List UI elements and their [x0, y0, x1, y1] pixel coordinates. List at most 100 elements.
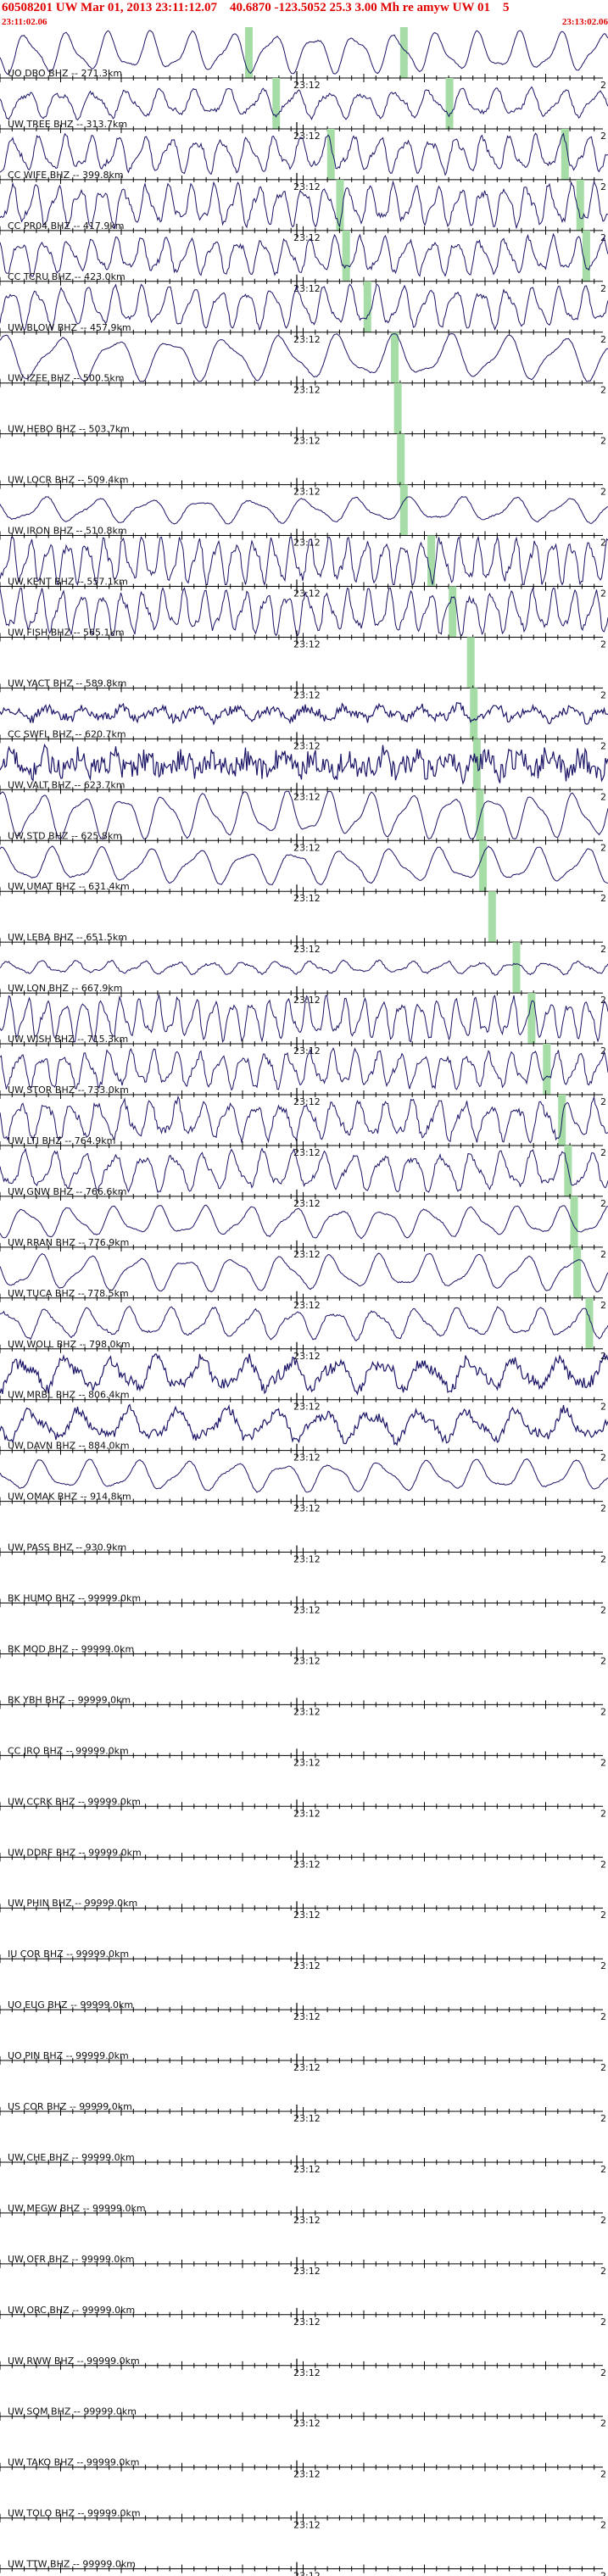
end-tick-label: 2 — [600, 131, 606, 142]
station-label: UW KENT BHZ -- 557.1km — [8, 577, 128, 588]
end-tick-label: 2 — [600, 1554, 606, 1565]
station-label: CC TCRU BHZ -- 423.0km — [8, 271, 126, 282]
trace-row: 23:12 2 UW IRON BHZ -- 510.8km — [0, 484, 608, 549]
pick-marker — [342, 230, 350, 282]
trace-row: 23:12 2 UW CHE BHZ -- 99999.0km — [0, 2152, 606, 2175]
minute-tick-label: 23:12 — [293, 181, 321, 192]
minute-tick-label: 23:12 — [293, 1045, 321, 1057]
minute-tick-label: 23:12 — [293, 334, 321, 345]
trace-row: 23:12 2 UW ORC BHZ -- 99999.0km — [0, 2305, 606, 2328]
minute-tick-label: 23:12 — [293, 2367, 321, 2378]
station-label: UW WOLL BHZ -- 798.0km — [8, 1339, 131, 1350]
end-tick-label: 2 — [600, 588, 606, 599]
trace-row: 23:12 2 BK YBH BHZ -- 99999.0km — [0, 1694, 606, 1717]
pick-marker — [512, 942, 521, 994]
pick-marker — [445, 77, 454, 129]
trace-row: 23:12 2 UW DDRF BHZ -- 99999.0km — [0, 1847, 606, 1870]
trace-row: 23:12 2 UW PASS BHZ -- 930.9km — [0, 1542, 606, 1565]
minute-tick-label: 23:12 — [293, 232, 321, 243]
minute-tick-label: 23:12 — [293, 2418, 321, 2429]
minute-tick-label: 23:12 — [293, 2317, 321, 2328]
waveform-line — [0, 845, 608, 885]
end-tick-label: 2 — [600, 1096, 606, 1107]
pick-marker — [272, 77, 281, 129]
pick-marker — [585, 1297, 594, 1349]
end-tick-label: 2 — [600, 2113, 606, 2124]
waveform-line — [0, 1403, 608, 1447]
minute-tick-label: 23:12 — [293, 283, 321, 294]
minute-tick-label: 23:12 — [293, 1096, 321, 1107]
station-label: UW TOLO BHZ -- 99999.0km — [8, 2508, 141, 2519]
station-label: UW LOCR BHZ -- 509.4km — [8, 475, 129, 486]
end-tick-label: 2 — [600, 1452, 606, 1464]
end-tick-label: 2 — [600, 1910, 606, 1921]
minute-tick-label: 23:12 — [293, 538, 321, 549]
station-label: CC JRO BHZ -- 99999.0km — [8, 1745, 129, 1756]
minute-tick-label: 23:12 — [293, 2113, 321, 2124]
station-label: UW HEBO BHZ -- 503.7km — [8, 424, 130, 435]
pick-marker — [561, 128, 569, 180]
end-tick-label: 2 — [600, 1605, 606, 1616]
minute-tick-label: 23:12 — [293, 1147, 321, 1158]
station-label: CC SWFL BHZ -- 620.7km — [8, 728, 126, 739]
trace-row: 23:12 2 UW LOCR BHZ -- 509.4km — [0, 433, 606, 498]
station-label: UW CHE BHZ -- 99999.0km — [8, 2152, 135, 2163]
station-label: UW STOR BHZ -- 733.0km — [8, 1084, 129, 1096]
station-label: UW DDRF BHZ -- 99999.0km — [8, 1847, 142, 1858]
trace-row: 23:12 2 UO EUG BHZ -- 99999.0km — [0, 1999, 606, 2022]
end-tick-label: 2 — [600, 1503, 606, 1514]
station-label: BK MOD BHZ -- 99999.0km — [8, 1643, 134, 1654]
pick-marker — [479, 840, 488, 892]
waveform-line — [0, 1352, 608, 1396]
trace-row: 23:12 2 UW TUCA BHZ -- 778.5km — [0, 1246, 608, 1311]
station-label: UO EUG BHZ -- 99999.0km — [8, 1999, 133, 2010]
minute-tick-label: 23:12 — [293, 1910, 321, 1921]
station-label: UW TUCA BHZ -- 778.5km — [8, 1288, 129, 1299]
station-label: UW IRON BHZ -- 510.8km — [8, 526, 127, 537]
end-tick-label: 2 — [600, 1402, 606, 1413]
pick-marker — [466, 637, 475, 689]
minute-tick-label: 23:12 — [293, 1351, 321, 1362]
waveform-line — [0, 1147, 608, 1193]
station-label: UO PIN BHZ -- 99999.0km — [8, 2050, 129, 2061]
end-tick-label: 2 — [600, 2011, 606, 2022]
pick-marker — [582, 230, 590, 282]
trace-row: 23:12 2 UW DAVN BHZ -- 884.0km — [0, 1403, 608, 1464]
waveform-line — [0, 959, 608, 976]
station-label: UW TAKO BHZ -- 99999.0km — [8, 2457, 139, 2468]
minute-tick-label: 23:12 — [293, 944, 321, 955]
minute-tick-label: 23:12 — [293, 740, 321, 751]
trace-row: 23:12 2 UW MRBL BHZ -- 806.4km — [0, 1352, 608, 1413]
minute-tick-label: 23:12 — [293, 2571, 321, 2576]
pick-marker — [527, 993, 536, 1045]
waveform-line — [0, 283, 608, 332]
trace-row: 23:12 2 UO DBO BHZ -- 271.3km — [0, 27, 608, 91]
pick-marker — [397, 433, 405, 485]
minute-tick-label: 23:12 — [293, 588, 321, 599]
minute-tick-label: 23:12 — [293, 791, 321, 802]
waveform-line — [0, 1458, 608, 1493]
trace-row: 23:12 2 UW PHIN BHZ -- 99999.0km — [0, 1898, 606, 1921]
minute-tick-label: 23:12 — [293, 487, 321, 498]
start-time-label: 23:11:02.06 — [2, 17, 47, 27]
end-tick-label: 2 — [600, 1808, 606, 1819]
trace-row: 23:12 2 UO PIN BHZ -- 99999.0km — [0, 2050, 606, 2073]
end-tick-label: 2 — [600, 944, 606, 955]
end-tick-label: 2 — [600, 1757, 606, 1768]
station-label: UW MEGW BHZ -- 99999.0km — [8, 2203, 146, 2214]
trace-row: 23:12 2 CC TCRU BHZ -- 423.0km — [0, 230, 608, 294]
waveform-line — [0, 180, 608, 230]
end-tick-label: 2 — [600, 181, 606, 192]
trace-row: 23:12 2 UW STOR BHZ -- 733.0km — [0, 1044, 608, 1107]
trace-row: 23:12 2 UW LTI BHZ -- 764.9km — [0, 1094, 608, 1158]
station-label: CC WIFE BHZ -- 399.8km — [8, 170, 124, 181]
station-label: UW STD BHZ -- 625.8km — [8, 830, 122, 841]
trace-row: 23:12 2 BK MOD BHZ -- 99999.0km — [0, 1643, 606, 1666]
waveform-line — [0, 586, 608, 637]
waveform-line — [0, 1305, 608, 1342]
station-label: UW TTW BHZ -- 99999.0km — [8, 2559, 136, 2570]
trace-row: 23:12 2 UW LON BHZ -- 667.9km — [0, 942, 608, 1006]
trace-row: 23:12 2 CC PR04 BHZ -- 417.9km — [0, 179, 608, 243]
trace-row: 23:12 2 UW OFR BHZ -- 99999.0km — [0, 2254, 606, 2277]
pick-marker — [570, 1196, 578, 1247]
